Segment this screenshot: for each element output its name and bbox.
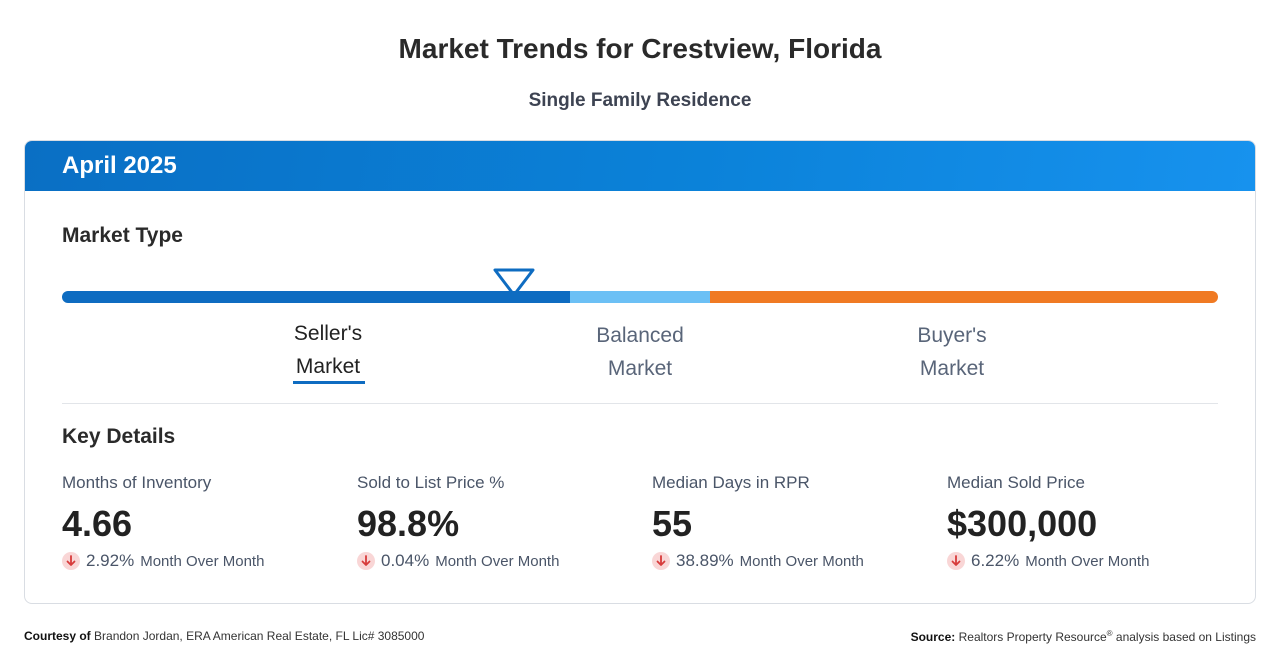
stat-label: Median Sold Price bbox=[947, 473, 1085, 492]
key-details-title: Key Details bbox=[62, 425, 176, 448]
stat-change-value: 0.04% bbox=[381, 551, 430, 570]
arrow-down-icon bbox=[62, 552, 80, 570]
seller-market-label-line1: Seller's bbox=[293, 322, 363, 345]
market-trends-card: April 2025 Market Type Seller's Market B… bbox=[24, 140, 1256, 604]
stat-change-period: Month Over Month bbox=[739, 552, 864, 570]
section-divider bbox=[62, 403, 1218, 404]
seller-market-label: Seller's Market bbox=[248, 317, 408, 383]
registered-mark: ® bbox=[1106, 629, 1113, 638]
arrow-down-icon bbox=[652, 552, 670, 570]
balanced-market-segment bbox=[570, 291, 710, 303]
page-title: Market Trends for Crestview, Florida bbox=[398, 33, 882, 64]
stat-median-days-in-rpr: Median Days in RPR 55 38.89% Month Over … bbox=[652, 473, 942, 571]
source-text: Realtors Property Resource bbox=[958, 630, 1107, 644]
stat-value: 55 bbox=[652, 503, 693, 544]
seller-market-label-line2: Market bbox=[295, 355, 361, 378]
stat-value: 4.66 bbox=[62, 503, 133, 544]
stat-change: 6.22% Month Over Month bbox=[947, 551, 1237, 571]
buyer-market-label: Buyer's Market bbox=[872, 319, 1032, 385]
triangle-down-icon bbox=[493, 268, 535, 297]
courtesy-text: Brandon Jordan, ERA American Real Estate… bbox=[94, 629, 425, 643]
stat-value: 98.8% bbox=[357, 503, 460, 544]
stat-sold-to-list-price: Sold to List Price % 98.8% 0.04% Month O… bbox=[357, 473, 647, 571]
period-label: April 2025 bbox=[62, 152, 177, 179]
stat-change: 2.92% Month Over Month bbox=[62, 551, 352, 571]
buyer-market-label-line1: Buyer's bbox=[917, 324, 987, 347]
page-subtitle: Single Family Residence bbox=[528, 90, 752, 111]
stat-months-of-inventory: Months of Inventory 4.66 2.92% Month Ove… bbox=[62, 473, 352, 571]
balanced-market-label: Balanced Market bbox=[560, 319, 720, 385]
buyer-market-segment bbox=[710, 291, 1218, 303]
stat-change: 0.04% Month Over Month bbox=[357, 551, 647, 571]
buyer-market-label-line2: Market bbox=[919, 357, 985, 380]
market-type-title: Market Type bbox=[62, 224, 183, 247]
stat-change-value: 6.22% bbox=[971, 551, 1020, 570]
stat-label: Median Days in RPR bbox=[652, 473, 810, 492]
arrow-down-icon bbox=[947, 552, 965, 570]
source-text-suffix: analysis based on Listings bbox=[1112, 630, 1256, 644]
stat-change-period: Month Over Month bbox=[140, 552, 265, 570]
source-label: Source: bbox=[910, 630, 956, 644]
stat-label: Months of Inventory bbox=[62, 473, 212, 492]
stat-change: 38.89% Month Over Month bbox=[652, 551, 942, 571]
stat-change-value: 38.89% bbox=[676, 551, 734, 570]
courtesy-label: Courtesy of bbox=[24, 629, 91, 643]
stat-value: $300,000 bbox=[947, 503, 1098, 544]
stat-median-sold-price: Median Sold Price $300,000 6.22% Month O… bbox=[947, 473, 1237, 571]
seller-market-segment bbox=[62, 291, 570, 303]
balanced-market-label-line2: Market bbox=[607, 357, 673, 380]
selected-market-underline bbox=[293, 381, 365, 384]
footer-courtesy: Courtesy of Brandon Jordan, ERA American… bbox=[24, 629, 424, 643]
footer-source: Source: Realtors Property Resource® anal… bbox=[911, 629, 1256, 644]
arrow-down-icon bbox=[357, 552, 375, 570]
balanced-market-label-line1: Balanced bbox=[596, 324, 684, 347]
stat-change-period: Month Over Month bbox=[1025, 552, 1150, 570]
stat-change-value: 2.92% bbox=[86, 551, 135, 570]
card-header: April 2025 bbox=[25, 141, 1255, 191]
stat-change-period: Month Over Month bbox=[435, 552, 560, 570]
stat-label: Sold to List Price % bbox=[357, 473, 505, 492]
market-type-bar bbox=[62, 291, 1218, 303]
